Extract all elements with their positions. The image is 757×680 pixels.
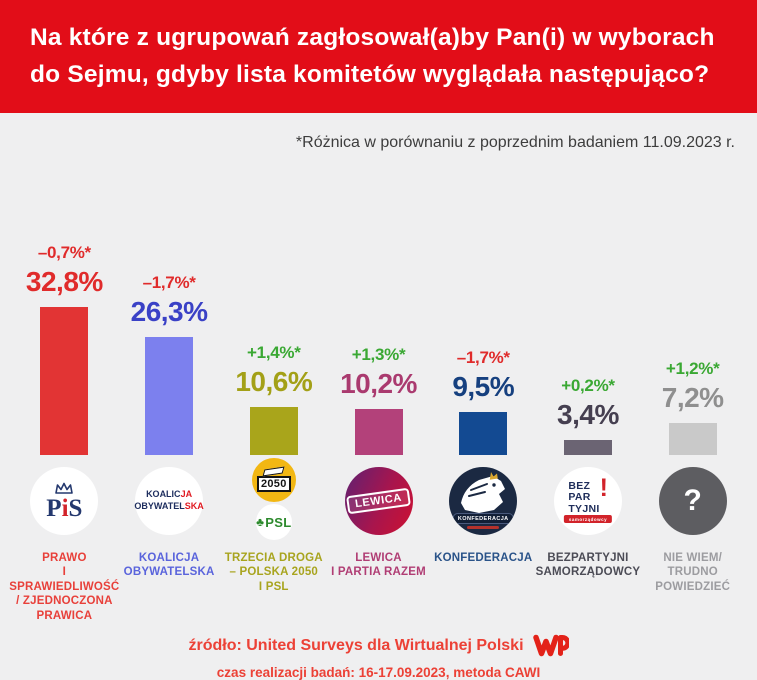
wp-logo: [532, 635, 569, 657]
legend-nie-wiem: ? NIE WIEM/ TRUDNO POWIEDZIEĆ: [640, 455, 745, 623]
konfederacja-logo: KONFEDERACJA: [449, 467, 518, 535]
value-label: 3,4%: [557, 399, 619, 430]
logo-area: PiS: [30, 455, 99, 547]
bar-pis: [40, 307, 89, 455]
logo-area: ?: [658, 455, 727, 547]
footer: źródło: United Surveys dla Wirtualnej Po…: [0, 623, 757, 680]
source-text: źródło: United Surveys dla Wirtualnej Po…: [188, 636, 524, 654]
bar-ko: [145, 337, 194, 455]
ko-logo-line2: OBYWATELSKA: [134, 501, 203, 513]
party-name: TRZECIA DROGA – POLSKA 2050 I PSL: [224, 552, 323, 593]
flag-icon: [262, 466, 285, 477]
eagle-map-icon: [461, 472, 506, 513]
clover-icon: ♣: [256, 515, 265, 529]
legend-bezpartyjni: BEZ PAR TYJNI ! samorządowcy BEZPARTYJNI S…: [536, 455, 641, 623]
party-name: KONFEDERACJA: [434, 552, 533, 564]
ko-logo-text: JA: [180, 489, 193, 500]
value-label: 10,2%: [340, 368, 417, 399]
pis-logo-text: PiS: [46, 496, 82, 521]
logo-area: 2050 ♣ PSL: [251, 455, 296, 547]
chart-column-nie-wiem: +1,2%* 7,2%: [640, 156, 745, 455]
pis-letter: P: [46, 494, 62, 522]
bs-line: PAR: [568, 491, 591, 504]
bar-trzecia-droga: [249, 407, 298, 455]
ko-logo: KOALICJA OBYWATELSKA: [134, 467, 204, 535]
2050-badge: 2050: [256, 475, 291, 493]
bs-line: TYJNI: [568, 502, 600, 515]
value-label: 10,6%: [235, 366, 313, 397]
change-label: +1,3%*: [351, 345, 406, 364]
bar-bezpartyjni: [563, 440, 612, 455]
exclamation-mark: !: [599, 474, 608, 502]
legend-lewica: LEWICA LEWICA I PARTIA RAZEM: [326, 455, 431, 623]
party-name: PRAWO I SPRAWIEDLIWOŚĆ / ZJEDNOCZONA PRA…: [9, 552, 120, 622]
trzecia-droga-logos: 2050 ♣ PSL: [251, 458, 296, 540]
crown-icon: [55, 482, 74, 494]
party-name: KOALICJA OBYWATELSKA: [123, 552, 215, 579]
konfederacja-band: KONFEDERACJA: [452, 513, 514, 524]
bar-nie-wiem: [668, 423, 717, 455]
bar-konfederacja: [459, 412, 508, 455]
change-label: –1,7%*: [142, 273, 196, 292]
chart-column-trzecia-droga: +1,4%* 10,6%: [221, 156, 326, 455]
page-title: Na które z ugrupowań zagłosował(a)by Pan…: [30, 23, 715, 88]
ko-logo-text: OBYWATEL: [134, 501, 185, 511]
legend-trzecia-droga: 2050 ♣ PSL TRZECIA DROGA – POLSKA 2050 I …: [221, 455, 326, 623]
lewica-logo: LEWICA: [344, 467, 413, 535]
chart-column-bezpartyjni: +0,2%* 3,4%: [536, 156, 641, 455]
psl-logo: ♣ PSL: [255, 504, 292, 540]
ko-logo-text: KOALIC: [146, 489, 181, 500]
header: Na które z ugrupowań zagłosował(a)by Pan…: [0, 0, 757, 113]
change-label: +0,2%*: [561, 376, 615, 395]
source-line: źródło: United Surveys dla Wirtualnej Po…: [0, 633, 757, 658]
polska-2050-logo: 2050: [251, 458, 296, 502]
lewica-band: LEWICA: [346, 487, 411, 515]
survey-details: czas realizacji badań: 16-17.09.2023, me…: [216, 665, 541, 680]
value-label: 32,8%: [25, 266, 103, 297]
legend-row: PiS PRAWO I SPRAWIEDLIWOŚĆ / ZJEDNOCZONA…: [0, 455, 757, 623]
legend-konfederacja: KONFEDERACJA KONFEDERACJA: [431, 455, 536, 623]
change-label: +1,4%*: [247, 343, 301, 362]
party-name: NIE WIEM/ TRUDNO POWIEDZIEĆ: [655, 552, 731, 593]
logo-area: BEZ PAR TYJNI ! samorządowcy: [553, 455, 622, 547]
bar-lewica: [354, 409, 403, 455]
legend-ko: KOALICJA OBYWATELSKA KOALICJA OBYWATELSK…: [117, 455, 222, 623]
chart-column-konfederacja: –1,7%* 9,5%: [431, 156, 536, 455]
subtitle-note: *Różnica w porównaniu z poprzednim badan…: [295, 134, 735, 151]
change-label: +1,2%*: [665, 359, 720, 378]
bar-chart: –0,7%* 32,8% –1,7%* 26,3% +1,4%* 10,6% +…: [0, 156, 757, 455]
bezpartyjni-logo-text: BEZ PAR TYJNI: [568, 480, 600, 515]
pis-logo: PiS: [30, 467, 99, 535]
change-label: –0,7%*: [37, 243, 91, 262]
chart-column-pis: –0,7%* 32,8%: [12, 156, 117, 455]
logo-area: LEWICA: [344, 455, 413, 547]
psl-text: PSL: [265, 514, 292, 530]
samorzadowcy-banner: samorządowcy: [563, 515, 613, 523]
value-label: 9,5%: [452, 371, 515, 402]
pis-letter: S: [68, 494, 83, 522]
ko-logo-line1: KOALICJA: [146, 489, 192, 501]
chart-column-ko: –1,7%* 26,3%: [117, 156, 222, 455]
logo-area: KONFEDERACJA: [449, 455, 518, 547]
bs-line: BEZ: [568, 480, 591, 492]
ko-logo-text: SKA: [184, 501, 204, 511]
bezpartyjni-logo: BEZ PAR TYJNI ! samorządowcy: [553, 467, 622, 535]
change-label: –1,7%*: [456, 348, 510, 367]
question-mark-icon: ?: [658, 467, 727, 535]
pis-letter-i: i: [61, 494, 69, 522]
logo-area: KOALICJA OBYWATELSKA: [134, 455, 204, 547]
konfederacja-subband: [467, 526, 500, 529]
legend-pis: PiS PRAWO I SPRAWIEDLIWOŚĆ / ZJEDNOCZONA…: [9, 455, 120, 623]
party-name: BEZPARTYJNI SAMORZĄDOWCY: [535, 552, 641, 579]
chart-column-lewica: +1,3%* 10,2%: [326, 156, 431, 455]
value-label: 26,3%: [130, 296, 208, 327]
value-label: 7,2%: [661, 382, 724, 413]
party-name: LEWICA I PARTIA RAZEM: [331, 552, 426, 579]
